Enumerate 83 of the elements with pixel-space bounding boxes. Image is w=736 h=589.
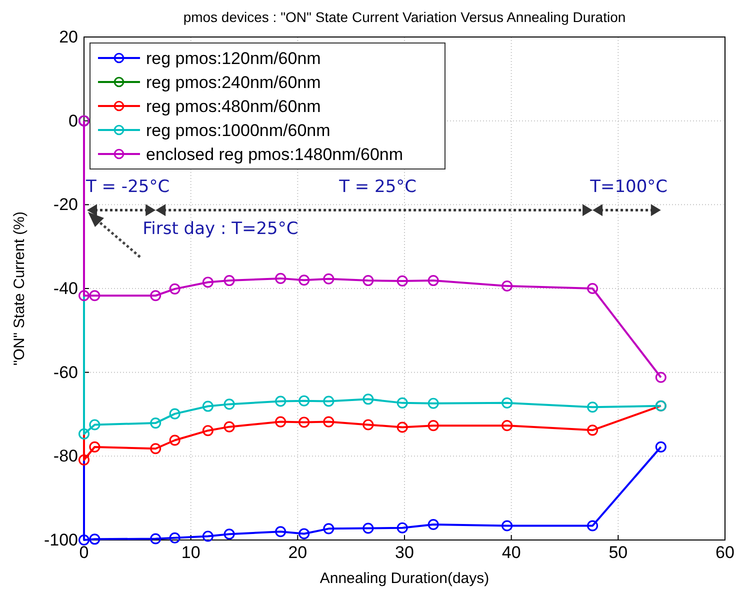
- point: [323, 396, 334, 407]
- annotation: T = 25°C: [338, 177, 417, 198]
- y-tick-label: -40: [53, 278, 78, 298]
- point: [428, 518, 439, 530]
- point: [150, 443, 162, 454]
- x-axis-title: Annealing Duration(days): [320, 570, 490, 587]
- point: [150, 290, 162, 302]
- point: [362, 275, 374, 286]
- annotation: T=100°C: [589, 177, 668, 198]
- annotation: T = -25°C: [85, 177, 170, 198]
- annotation: First day : T=25°C: [142, 219, 298, 240]
- point: [169, 532, 180, 544]
- y-tick-label: -80: [53, 446, 78, 466]
- point: [323, 523, 334, 534]
- point: [587, 520, 598, 532]
- point: [502, 280, 513, 292]
- point: [78, 534, 90, 546]
- point: [224, 528, 235, 540]
- point: [298, 528, 310, 540]
- x-tick-label: 40: [502, 543, 521, 562]
- legend-label: reg pmos:120nm/60nm: [146, 49, 321, 68]
- point: [78, 428, 90, 440]
- point: [202, 530, 214, 542]
- point: [502, 420, 513, 432]
- y-axis-title: "ON" State Current (%): [11, 211, 28, 366]
- point: [298, 395, 310, 406]
- point: [275, 416, 286, 428]
- y-tick-label: -100: [44, 530, 78, 550]
- legend-label: reg pmos:480nm/60nm: [146, 97, 321, 116]
- point: [150, 533, 162, 544]
- point: [362, 522, 374, 534]
- chart-title: pmos devices : "ON" State Current Variation Versus Annealing Duration: [183, 9, 626, 25]
- y-tick-label: -60: [53, 362, 78, 382]
- point: [202, 425, 214, 436]
- point: [169, 434, 180, 446]
- point: [396, 397, 408, 408]
- point: [502, 397, 513, 408]
- point: [323, 416, 334, 428]
- point: [655, 372, 666, 383]
- point: [323, 273, 334, 284]
- point: [89, 534, 100, 545]
- point: [502, 520, 513, 532]
- point: [89, 419, 100, 430]
- point: [275, 396, 286, 407]
- x-tick-label: 10: [181, 543, 200, 562]
- point: [275, 272, 286, 284]
- point: [428, 398, 439, 409]
- point: [428, 420, 439, 432]
- x-tick-label: 30: [395, 543, 414, 562]
- point: [275, 526, 286, 538]
- point: [169, 408, 180, 420]
- point: [655, 441, 666, 452]
- point: [428, 275, 439, 286]
- y-tick-label: -20: [53, 195, 78, 214]
- point: [169, 283, 180, 294]
- point: [202, 400, 214, 412]
- legend-label: enclosed reg pmos:1480nm/60nm: [146, 145, 404, 164]
- y-tick-label: 0: [68, 111, 78, 130]
- point: [202, 276, 214, 288]
- point: [89, 290, 100, 302]
- point: [150, 418, 162, 429]
- point: [89, 441, 100, 452]
- point: [298, 416, 310, 428]
- y-tick-label: 20: [59, 27, 78, 46]
- point: [298, 274, 310, 286]
- point: [396, 275, 408, 286]
- point: [362, 419, 374, 430]
- point: [224, 421, 235, 432]
- point: [224, 398, 235, 410]
- point: [78, 454, 90, 466]
- point: [587, 424, 598, 436]
- x-tick-label: 60: [716, 543, 734, 562]
- point: [78, 290, 90, 302]
- point: [224, 275, 235, 286]
- point: [587, 402, 598, 413]
- legend-label: reg pmos:1000nm/60nm: [146, 121, 330, 140]
- point: [587, 282, 598, 294]
- point: [396, 522, 408, 534]
- point: [396, 422, 408, 433]
- x-tick-label: 20: [288, 543, 308, 562]
- x-tick-label: 50: [608, 543, 628, 562]
- point: [362, 394, 374, 405]
- legend-label: reg pmos:240nm/60nm: [146, 73, 321, 92]
